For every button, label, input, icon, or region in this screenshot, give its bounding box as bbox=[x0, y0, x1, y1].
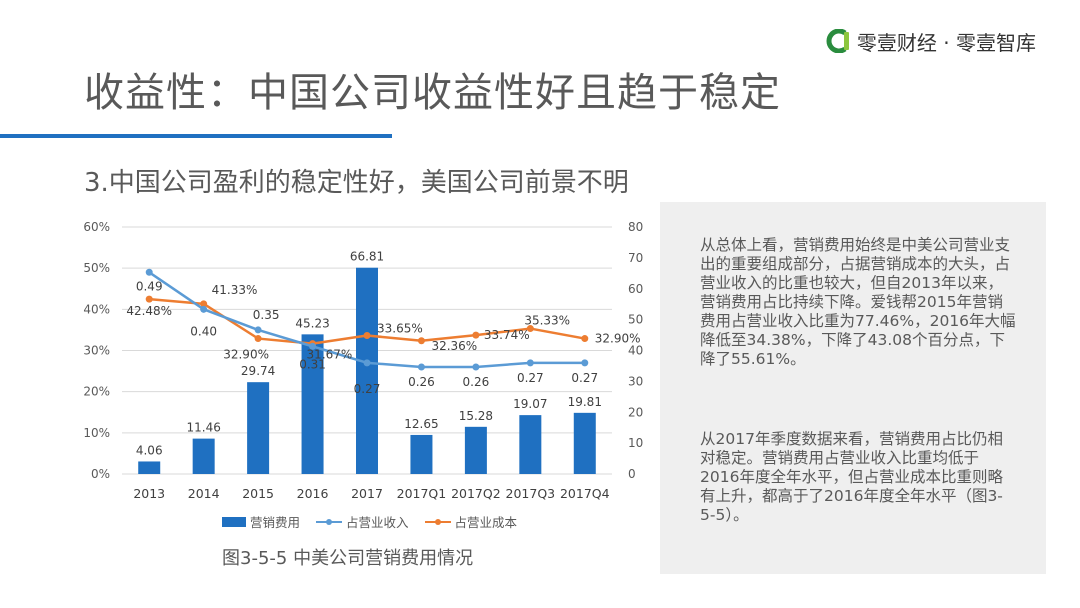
legend-label: 占营业成本 bbox=[454, 515, 518, 530]
legend-swatch-line bbox=[316, 518, 343, 525]
bar-data-label: 66.81 bbox=[350, 250, 384, 264]
revenue-ratio-point bbox=[472, 363, 480, 371]
summary-paragraph: 从2017年季度数据来看，营销费用占比仍相对稳定。营销费用占营业收入比重均低于2… bbox=[700, 430, 1003, 524]
x-axis-tick-label: 2017Q3 bbox=[506, 486, 556, 501]
right-axis-tick-label: 10 bbox=[628, 436, 643, 450]
left-axis-tick-label: 30% bbox=[83, 344, 110, 358]
cost-ratio-point bbox=[526, 325, 534, 333]
summary-panel: 从总体上看，营销费用始终是中美公司营业支出的重要组成部分，占据营销成本的大头，占… bbox=[660, 202, 1046, 574]
cost-ratio-data-label: 32.90% bbox=[223, 348, 269, 362]
bar-data-label: 11.46 bbox=[186, 421, 220, 435]
x-axis-tick-label: 2017Q4 bbox=[560, 486, 610, 501]
revenue-ratio-data-label: 0.49 bbox=[136, 279, 163, 293]
left-axis-tick-label: 60% bbox=[83, 220, 110, 234]
right-axis-tick-label: 60 bbox=[628, 282, 643, 296]
legend-item-marketing-expense: 营销费用 bbox=[222, 512, 300, 531]
right-axis-tick-label: 70 bbox=[628, 251, 643, 265]
left-axis-tick-label: 40% bbox=[83, 302, 110, 316]
right-axis-tick-label: 30 bbox=[628, 374, 643, 388]
bar bbox=[301, 334, 324, 474]
bar bbox=[138, 461, 161, 474]
left-axis-tick-label: 50% bbox=[83, 261, 110, 275]
revenue-ratio-data-label: 0.26 bbox=[408, 375, 435, 389]
cost-ratio-point bbox=[145, 295, 153, 303]
revenue-ratio-data-label: 0.35 bbox=[253, 308, 280, 322]
bar-data-label: 4.06 bbox=[136, 443, 163, 457]
revenue-ratio-point bbox=[581, 359, 589, 367]
cost-ratio-data-label: 42.48% bbox=[126, 304, 172, 318]
cost-ratio-point bbox=[417, 337, 425, 345]
page-subtitle: 3.中国公司盈利的稳定性好，美国公司前景不明 bbox=[84, 168, 629, 198]
left-axis-tick-label: 0% bbox=[91, 467, 110, 481]
legend-swatch-line bbox=[424, 518, 451, 525]
x-axis-tick-label: 2013 bbox=[133, 486, 165, 501]
bar bbox=[192, 438, 215, 474]
figure-caption: 图3-5-5 中美公司营销费用情况 bbox=[222, 548, 474, 569]
cost-ratio-data-label: 33.74% bbox=[484, 328, 530, 342]
bar bbox=[519, 415, 542, 474]
cost-ratio-point bbox=[581, 335, 589, 343]
x-axis-tick-label: 2017 bbox=[351, 486, 383, 501]
x-axis-tick-label: 2014 bbox=[188, 486, 220, 501]
bar-data-label: 19.81 bbox=[568, 395, 602, 409]
legend-item-cost-ratio: 占营业成本 bbox=[424, 512, 518, 531]
bar bbox=[247, 382, 270, 474]
right-axis-tick-label: 0 bbox=[628, 467, 636, 481]
revenue-ratio-point bbox=[254, 326, 262, 334]
revenue-ratio-point bbox=[309, 342, 317, 350]
revenue-ratio-data-label: 0.27 bbox=[517, 371, 544, 385]
bar bbox=[464, 426, 487, 474]
cost-ratio-data-label: 33.65% bbox=[377, 321, 423, 335]
cost-ratio-data-label: 41.33% bbox=[212, 283, 258, 297]
cost-ratio-point bbox=[472, 331, 480, 339]
revenue-ratio-point bbox=[200, 305, 208, 313]
left-axis-tick-label: 20% bbox=[83, 385, 110, 399]
title-underline bbox=[0, 134, 392, 138]
page-title: 收益性：中国公司收益性好且趋于稳定 bbox=[84, 70, 781, 116]
cost-ratio-point bbox=[363, 331, 371, 339]
cost-ratio-data-label: 32.90% bbox=[595, 332, 641, 346]
legend-label: 占营业收入 bbox=[346, 515, 409, 530]
x-axis-tick-label: 2017Q1 bbox=[397, 486, 447, 501]
revenue-ratio-data-label: 0.26 bbox=[463, 375, 490, 389]
x-axis-tick-label: 2017Q2 bbox=[451, 486, 501, 501]
cost-ratio-data-label: 35.33% bbox=[524, 314, 570, 328]
brand-name: 零壹财经 · 零壹智库 bbox=[856, 30, 1036, 55]
cost-ratio-data-label: 31.67% bbox=[307, 348, 353, 362]
bar bbox=[573, 412, 596, 474]
cost-ratio-data-label: 32.36% bbox=[431, 339, 477, 353]
revenue-ratio-point bbox=[417, 363, 425, 371]
revenue-ratio-point bbox=[363, 359, 371, 367]
revenue-ratio-point bbox=[145, 268, 153, 276]
brand-logo-icon bbox=[826, 29, 849, 53]
bar-data-label: 19.07 bbox=[513, 397, 547, 411]
combo-chart: 0% 10% 20% 30% 40% 50% 60% 0 10 20 30 40 50 60 70 80 201… bbox=[83, 220, 643, 501]
right-axis-tick-label: 50 bbox=[628, 313, 643, 327]
legend-item-revenue-ratio: 占营业收入 bbox=[316, 512, 409, 531]
bar bbox=[356, 267, 378, 474]
cost-ratio-point bbox=[254, 335, 262, 343]
legend-swatch-bar bbox=[222, 516, 246, 527]
bar-data-label: 15.28 bbox=[459, 409, 493, 423]
right-axis-tick-label: 40 bbox=[628, 344, 643, 358]
cost-ratio-point bbox=[200, 300, 208, 308]
right-axis-tick-label: 20 bbox=[628, 405, 643, 419]
revenue-ratio-data-label: 0.27 bbox=[571, 371, 598, 385]
x-axis-tick-label: 2015 bbox=[242, 486, 274, 501]
right-axis-tick-label: 80 bbox=[628, 220, 643, 234]
bar-data-label: 12.65 bbox=[404, 417, 438, 431]
revenue-ratio-point bbox=[526, 359, 534, 367]
left-axis-tick-label: 10% bbox=[83, 426, 110, 440]
bar-data-label: 45.23 bbox=[295, 316, 329, 330]
brand: 零壹财经 · 零壹智库 bbox=[825, 28, 1036, 55]
legend-label: 营销费用 bbox=[250, 515, 301, 530]
revenue-ratio-data-label: 0.31 bbox=[299, 357, 326, 371]
bar-data-label: 29.74 bbox=[241, 364, 275, 378]
chart-legend: 营销费用 占营业收入 占营业成本 bbox=[222, 512, 517, 531]
bar bbox=[410, 434, 433, 474]
revenue-ratio-data-label: 0.40 bbox=[190, 324, 217, 338]
revenue-ratio-data-label: 0.27 bbox=[354, 382, 381, 396]
summary-paragraph: 从总体上看，营销费用始终是中美公司营业支出的重要组成部分，占据营销成本的大头，占… bbox=[700, 236, 1016, 368]
x-axis-tick-label: 2016 bbox=[297, 486, 329, 501]
